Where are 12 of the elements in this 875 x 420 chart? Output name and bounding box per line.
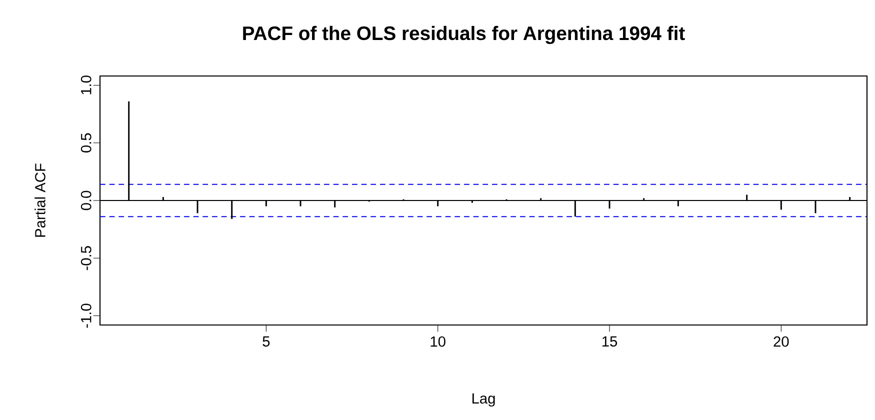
chart-title: PACF of the OLS residuals for Argentina 1994 fit bbox=[243, 26, 685, 44]
y-tick-label: 0.5 bbox=[80, 133, 92, 152]
x-axis-title: Lag bbox=[472, 393, 495, 407]
y-tick-label: -0.5 bbox=[80, 246, 92, 270]
x-tick-label: 5 bbox=[262, 336, 270, 347]
x-tick-label: 10 bbox=[430, 336, 446, 347]
y-axis-title: Partial ACF bbox=[34, 164, 46, 237]
y-tick-label: -1.0 bbox=[80, 304, 92, 328]
x-tick-label: 15 bbox=[602, 336, 618, 347]
y-tick-label: 0.0 bbox=[80, 190, 92, 210]
y-tick-label: 1.0 bbox=[80, 76, 92, 94]
x-tick-label: 20 bbox=[774, 336, 789, 347]
